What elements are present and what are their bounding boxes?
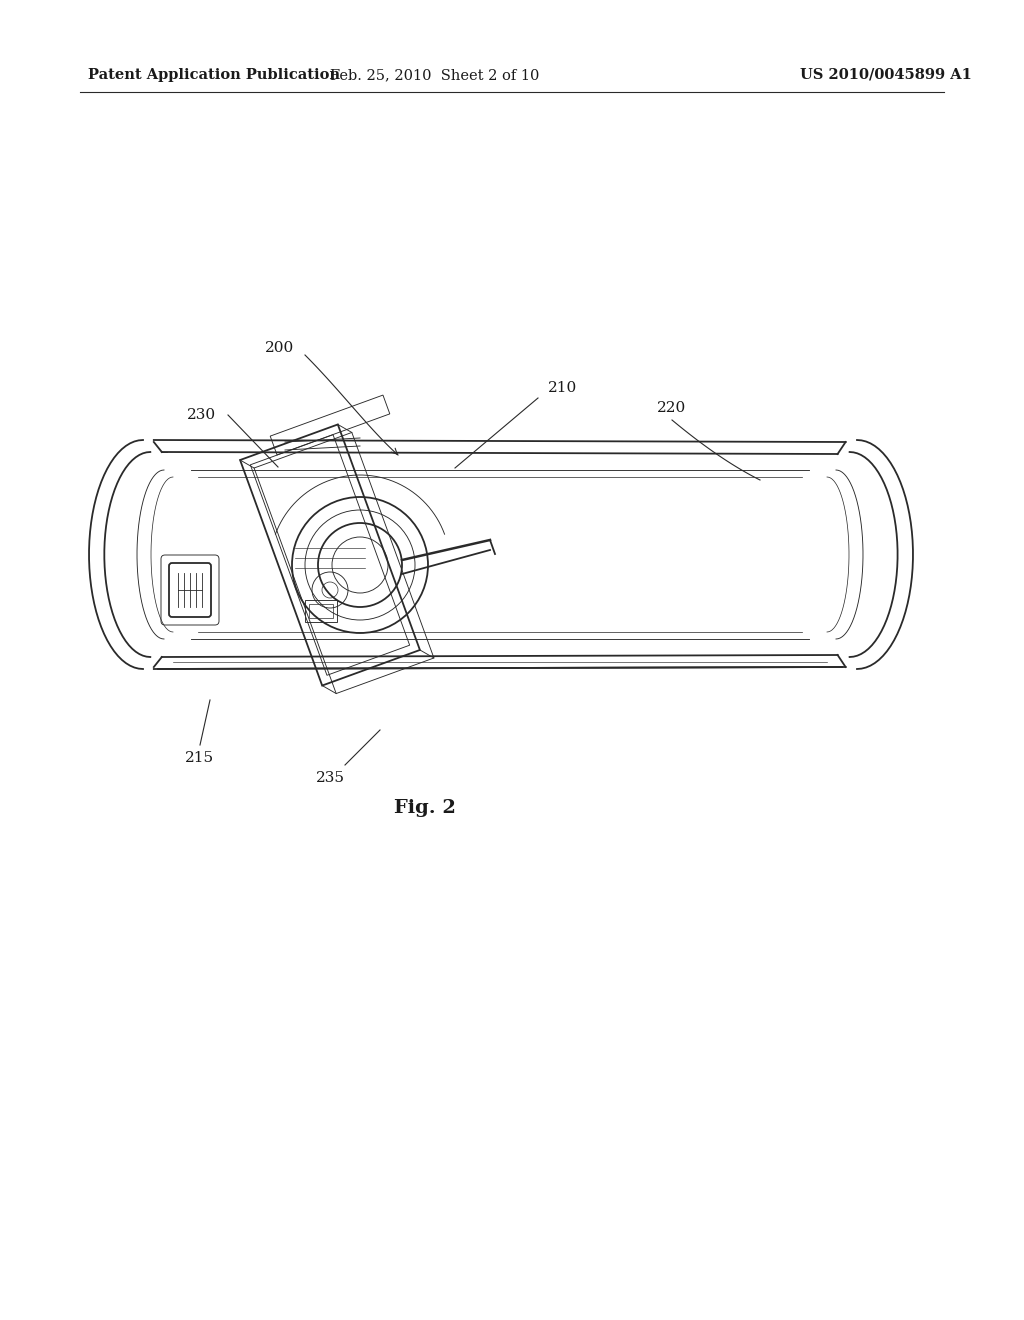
Text: US 2010/0045899 A1: US 2010/0045899 A1 <box>800 69 972 82</box>
Text: 220: 220 <box>657 401 687 414</box>
Bar <box>309 605 333 618</box>
Text: 210: 210 <box>549 381 578 395</box>
Text: 200: 200 <box>265 341 295 355</box>
Bar <box>305 601 337 622</box>
Text: 235: 235 <box>315 771 344 785</box>
Text: 215: 215 <box>185 751 215 766</box>
Text: 230: 230 <box>187 408 216 422</box>
Text: Feb. 25, 2010  Sheet 2 of 10: Feb. 25, 2010 Sheet 2 of 10 <box>331 69 540 82</box>
Text: Fig. 2: Fig. 2 <box>394 799 456 817</box>
Text: Patent Application Publication: Patent Application Publication <box>88 69 340 82</box>
